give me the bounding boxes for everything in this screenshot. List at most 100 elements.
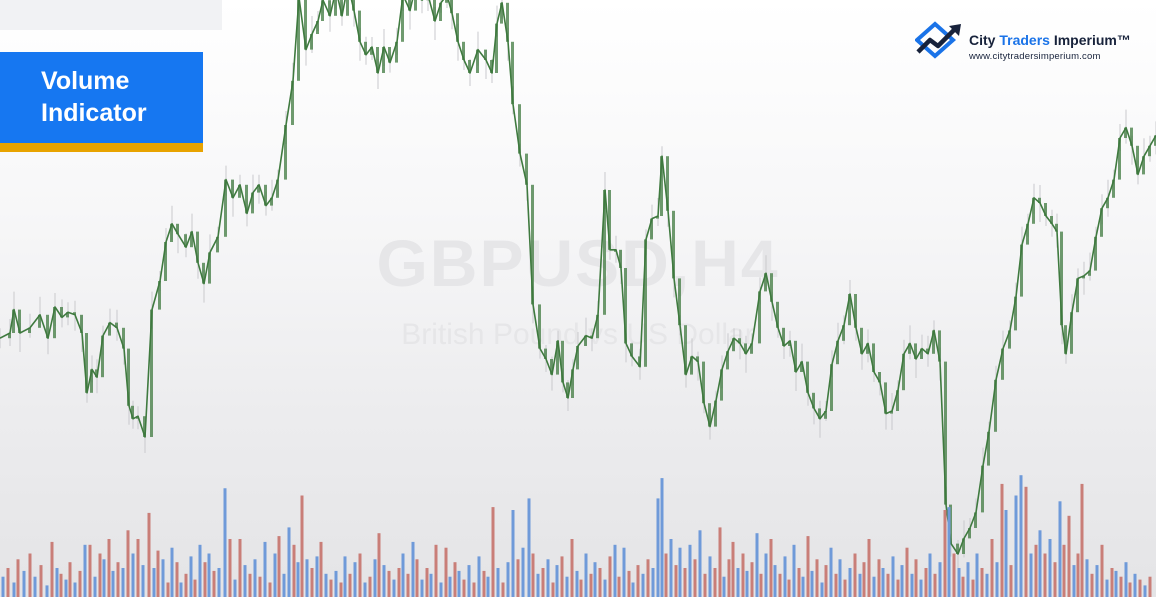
volume-bar [1100,544,1104,597]
volume-bar [718,527,722,597]
volume-bar [919,579,923,597]
price-candle [714,400,717,427]
price-candle [127,348,130,406]
price-candle [884,382,887,414]
chart-arrow-logo-icon [915,21,961,59]
volume-bar [1009,565,1013,597]
volume-bar [877,559,881,597]
volume-bar [759,573,763,597]
price-candle [962,538,965,554]
price-candle [1076,278,1079,313]
volume-bar [900,565,904,597]
price-candle [732,338,735,352]
volume-bar [1062,544,1066,597]
volume-bar [924,568,928,597]
volume-bar [731,541,735,597]
volume-bar [584,553,588,597]
volume-bar [83,544,87,597]
volume-bar [778,573,782,597]
price-candle [1082,275,1085,279]
volume-bar [511,510,515,597]
volume-bar [439,582,443,597]
volume-bar [745,570,749,597]
volume-bar [126,530,130,597]
volume-bar [223,488,227,597]
volume-bar [1034,544,1038,597]
volume-bar [268,582,272,597]
volume-bar [28,553,32,597]
price-candle [196,231,199,263]
volume-bar [491,507,495,597]
price-candle [544,348,547,359]
volume-bar [1085,559,1089,597]
price-candle [720,369,723,401]
volume-bar [1114,570,1118,597]
price-candle [994,379,997,432]
price-candle [638,356,641,367]
volume-bar [703,573,707,597]
volume-bar [444,547,448,597]
price-candle [584,335,587,346]
volume-bar [750,562,754,597]
price-candle [1038,197,1041,203]
price-candle [1055,223,1058,232]
volume-bar [131,553,135,597]
brand-name-accent: Traders [999,32,1050,48]
volume-bar [1095,565,1099,597]
price-candle [506,2,509,42]
price-candle [321,0,324,21]
price-candle [672,210,675,279]
volume-bar [957,568,961,597]
price-candle [334,0,337,16]
volume-bar [727,559,731,597]
volume-bar [406,573,410,597]
volume-bar [296,562,300,597]
price-candle [738,338,741,344]
volume-bar [1014,495,1018,597]
price-candle [1148,145,1151,157]
volume-bar [589,573,593,597]
volume-bar [838,559,842,597]
price-candle [352,0,355,11]
volume-bar [853,553,857,597]
volume-bar [773,565,777,597]
volume-bar [434,544,438,597]
volume-bar [575,570,579,597]
price-candle [28,327,31,333]
volume-bar [806,536,810,597]
volume-bar [373,559,377,597]
volume-bar [6,568,10,597]
volume-bar [579,579,583,597]
price-candle [878,372,881,383]
price-candle [190,231,193,248]
volume-bar [263,541,267,597]
brand-logo[interactable]: City Traders Imperium™ www.citytradersim… [915,20,1145,62]
price-candle [231,179,234,198]
volume-bar [829,547,833,597]
volume-bar [541,568,545,597]
price-candle [914,343,917,359]
price-candle [376,47,379,73]
price-candle [364,41,367,55]
volume-bar [78,570,82,597]
price-candle [968,528,971,539]
volume-bar [858,573,862,597]
price-candle [812,392,815,409]
price-candle [854,294,857,328]
volume-bar [411,541,415,597]
price-candle [624,268,627,344]
volume-bar [179,582,183,597]
price-candle [561,340,564,383]
volume-bar [1072,565,1076,597]
volume-bar [353,562,357,597]
volume-bar [392,579,396,597]
volume-bar [815,559,819,597]
volume-bar [862,562,866,597]
volume-bar [536,573,540,597]
volume-bar [207,553,211,597]
volume-bar [39,565,43,597]
volume-bar [527,498,531,597]
price-candle [666,156,669,211]
volume-bar [598,568,602,597]
price-candle [401,0,404,42]
